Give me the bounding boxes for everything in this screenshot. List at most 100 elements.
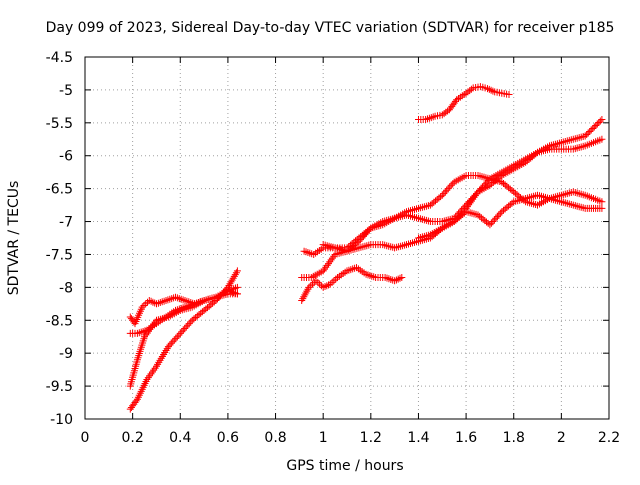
data-point (432, 197, 439, 205)
data-point (464, 199, 472, 207)
data-point (185, 320, 193, 328)
data-point (459, 204, 467, 212)
data-point (365, 226, 373, 233)
series-arc-4 (126, 290, 241, 337)
y-tick-labels: -4.5 -5 -5.5 -6 -6.5 -7 -7.5 -8 -8.5 -9 -9.5 -10 (46, 50, 73, 428)
data-point (451, 97, 459, 105)
data-point (392, 276, 400, 284)
data-point (328, 254, 336, 262)
series-arc-7 (300, 172, 606, 258)
data-point (486, 221, 494, 229)
data-point (332, 275, 340, 283)
y-tick-label: -4.5 (46, 50, 73, 66)
data-point (586, 128, 594, 135)
data-point (325, 281, 332, 289)
data-point (598, 198, 606, 206)
data-point (190, 315, 198, 323)
data-point (166, 341, 174, 349)
data-point (481, 180, 489, 188)
y-tick-label: -5 (59, 83, 73, 99)
data-point (461, 203, 469, 211)
x-tick-label: 0.4 (169, 430, 191, 446)
data-point (487, 219, 495, 227)
data-point (170, 336, 178, 344)
x-tick-label: 1.8 (503, 430, 525, 446)
y-tick-label: -9 (59, 346, 73, 362)
data-point (147, 297, 155, 305)
y-tick-label: -6 (59, 149, 73, 165)
data-point (593, 120, 601, 128)
data-point (589, 125, 597, 132)
data-point (305, 283, 313, 291)
data-point (467, 85, 475, 93)
data-point (168, 295, 176, 303)
axis-ticks (84, 56, 610, 420)
data-point (437, 193, 445, 201)
data-point (172, 334, 180, 342)
x-tick-label: 2.2 (598, 430, 620, 446)
chart-title: Day 099 of 2023, Sidereal Day-to-day VTE… (46, 20, 615, 36)
data-point (476, 186, 483, 194)
data-point (181, 325, 189, 332)
data-point (178, 328, 186, 336)
data-point (592, 122, 600, 129)
data-point (176, 329, 184, 337)
data-point (299, 295, 307, 303)
data-markers (126, 83, 606, 413)
data-point (496, 209, 504, 217)
data-point (132, 397, 140, 405)
data-point (321, 283, 329, 290)
data-point (225, 282, 233, 289)
data-point (444, 107, 452, 115)
data-point (312, 277, 320, 285)
data-point (230, 272, 238, 280)
data-point (513, 191, 521, 199)
data-point (587, 126, 595, 134)
x-tick-label: 1.6 (455, 430, 477, 446)
data-point (391, 277, 399, 285)
y-tick-label: -9.5 (46, 379, 73, 395)
data-point (140, 302, 148, 309)
data-point (492, 214, 500, 222)
data-point (480, 181, 488, 189)
grid (85, 57, 609, 419)
data-point (164, 343, 172, 351)
data-point (595, 119, 603, 126)
y-tick-label: -6.5 (46, 182, 73, 198)
data-point (468, 195, 476, 202)
data-point (584, 129, 592, 137)
data-point (508, 199, 516, 207)
data-point (598, 204, 606, 212)
data-point (316, 280, 324, 288)
data-point (493, 213, 501, 221)
data-point (427, 114, 435, 122)
data-point (447, 181, 455, 189)
data-point (169, 338, 177, 346)
data-point (229, 274, 237, 282)
data-point (146, 372, 154, 380)
data-point (474, 188, 482, 196)
x-tick-label: 0 (81, 430, 90, 446)
data-point (471, 191, 479, 199)
y-tick-label: -10 (50, 412, 73, 428)
data-point (145, 297, 153, 304)
x-tick-label: 1.2 (360, 430, 382, 446)
data-point (149, 298, 157, 306)
data-point (325, 260, 332, 268)
x-tick-label: 1.4 (407, 430, 429, 446)
data-point (489, 218, 497, 225)
data-point (446, 183, 454, 191)
data-point (346, 241, 354, 249)
data-point (430, 198, 438, 206)
data-point (495, 211, 503, 219)
data-point (319, 267, 327, 275)
data-point (328, 278, 336, 286)
x-tick-label: 0.6 (217, 430, 239, 446)
x-tick-labels: 0 0.2 0.4 0.6 0.8 1 1.2 1.4 1.6 1.8 2 2.2 (81, 430, 621, 446)
y-tick-label: -8.5 (46, 313, 73, 329)
y-axis-title: SDTVAR / TECUs (6, 181, 22, 296)
y-tick-label: -7.5 (46, 247, 73, 263)
data-point (370, 273, 378, 281)
data-point (396, 274, 404, 282)
data-point (138, 303, 146, 311)
